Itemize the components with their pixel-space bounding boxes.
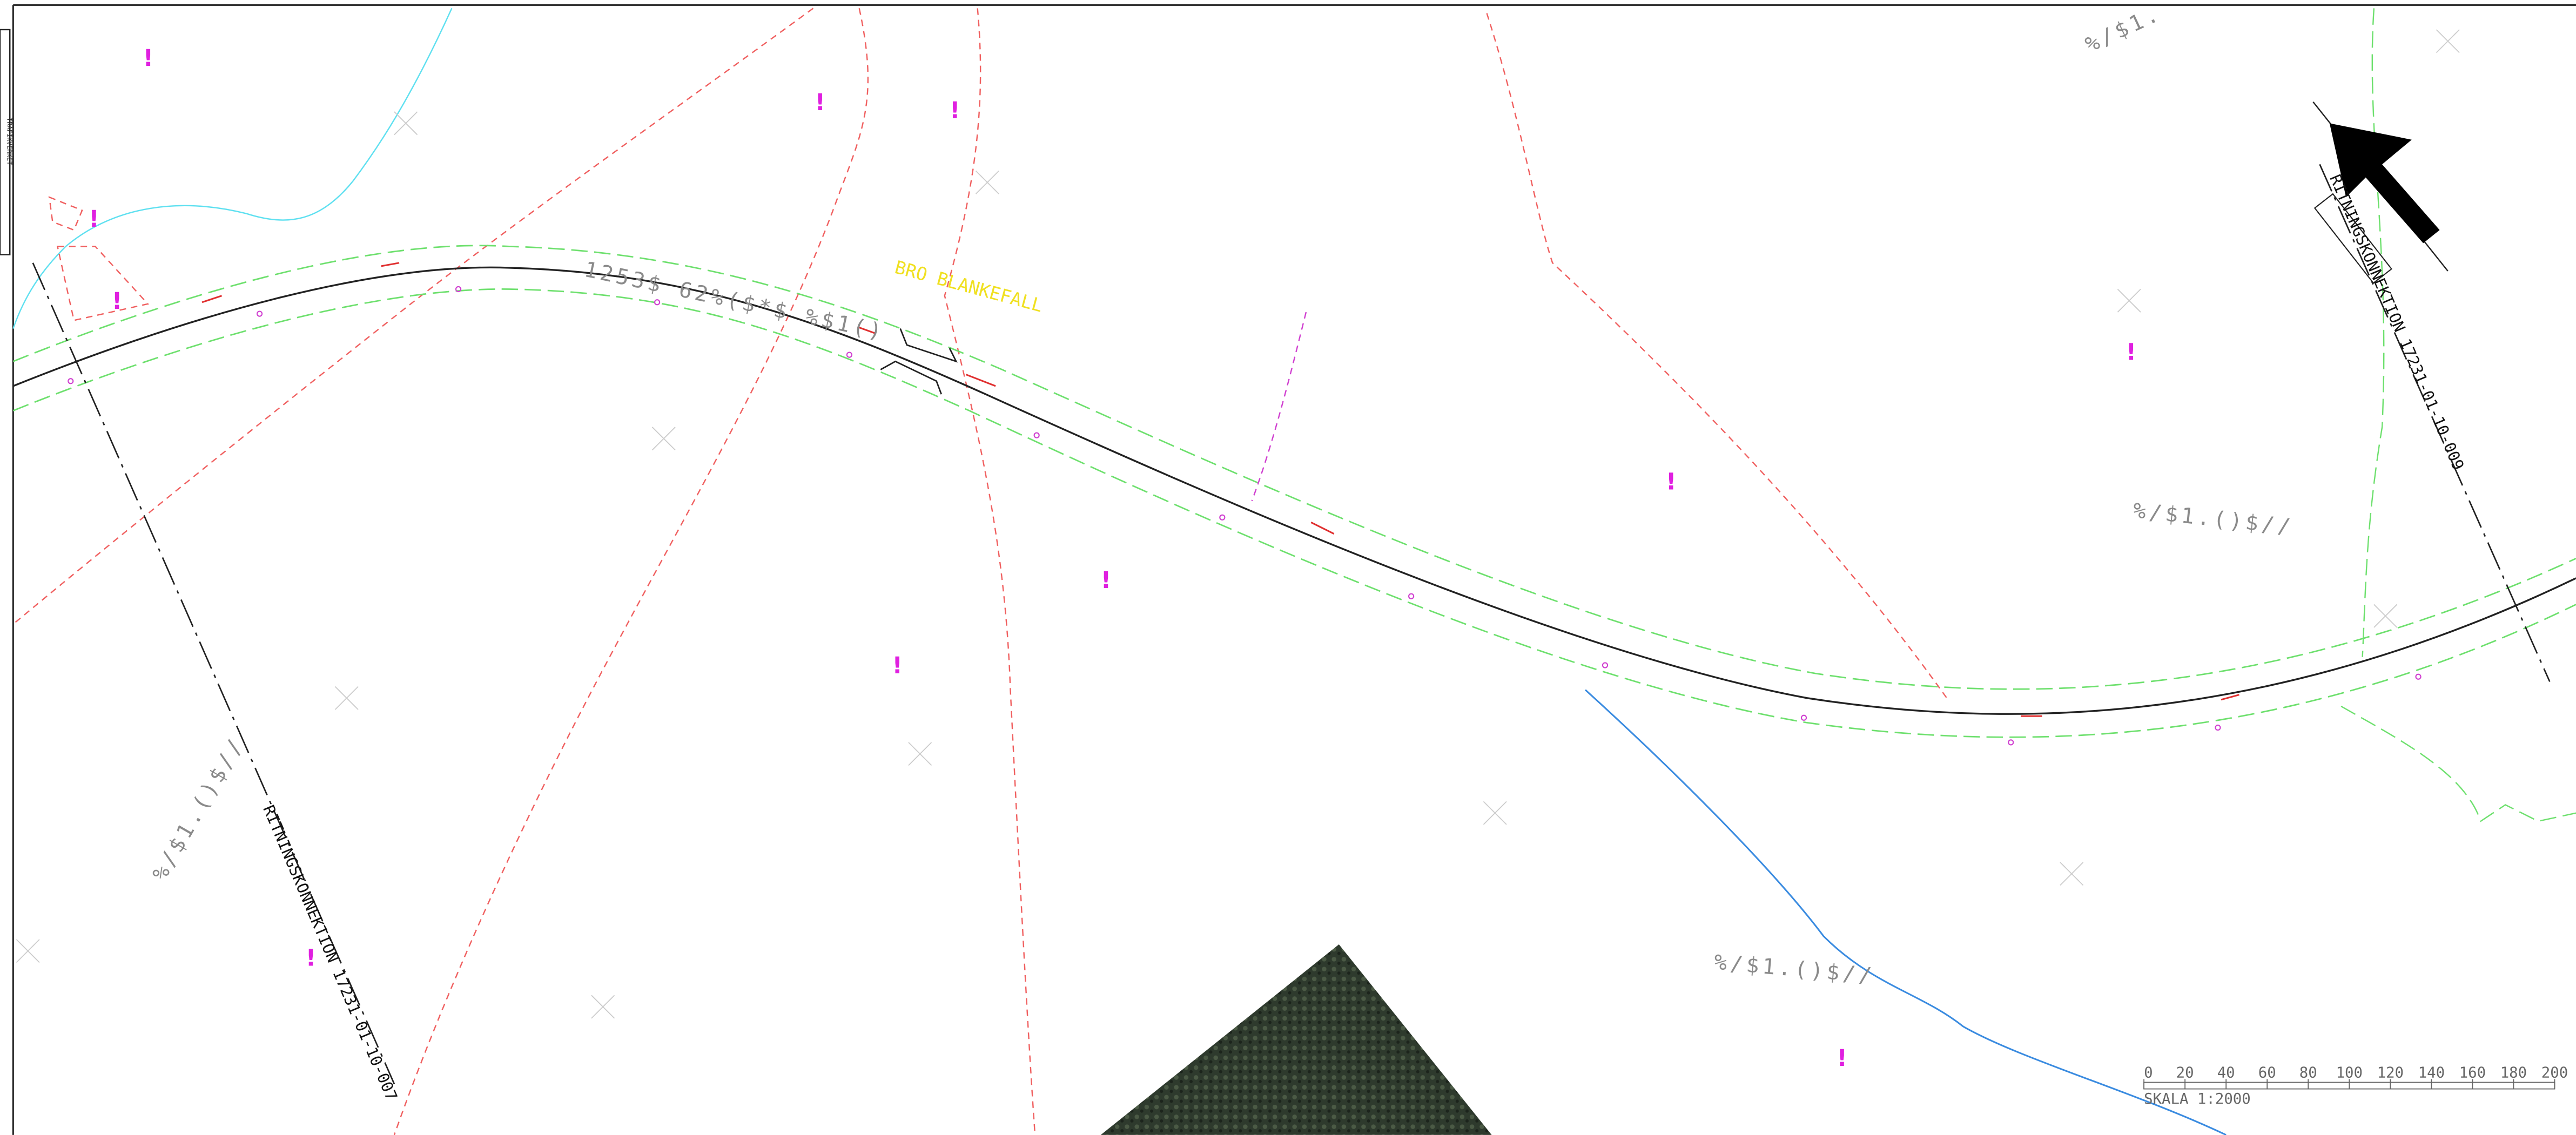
signs <box>201 262 2239 717</box>
stream <box>1584 689 2227 1135</box>
sheet-box <box>0 29 11 255</box>
scale-tick-label: 140 <box>2418 1064 2445 1081</box>
scale-tick-label: 0 <box>2144 1064 2153 1081</box>
scale-tick-label: 60 <box>2258 1064 2276 1081</box>
warning-marker: ! <box>1101 567 1111 594</box>
warning-marker: ! <box>892 652 903 679</box>
grid-crosses <box>16 29 2460 1019</box>
property-lines <box>12 8 1948 1135</box>
warning-marker: ! <box>89 206 99 233</box>
scale-tick-label: 20 <box>2176 1064 2194 1081</box>
warning-marker: ! <box>143 45 153 72</box>
scale-tick-label: 80 <box>2299 1064 2317 1081</box>
culvert <box>1251 312 1307 502</box>
warning-marker: ! <box>1666 469 1676 496</box>
match-label: RITNINGSKONNEKTION 17231-01-10-009 <box>2326 172 2467 472</box>
scale-tick-label: 120 <box>2377 1064 2404 1081</box>
area-label: %/$1. <box>2082 1 2165 58</box>
warning-marker: ! <box>2126 339 2136 366</box>
scale-tick-label: 100 <box>2336 1064 2363 1081</box>
area-label: %/$1.()$// <box>2132 498 2295 539</box>
scale-tick-label: 160 <box>2459 1064 2486 1081</box>
match-line <box>32 262 395 1085</box>
area-label: %/$1.()$// <box>1713 950 1876 989</box>
warning-marker: ! <box>950 97 960 124</box>
warning-marker: ! <box>112 288 122 315</box>
bridge <box>880 328 958 395</box>
survey-points <box>68 286 2422 746</box>
bridge-label: BRO BLANKEFALL <box>892 256 1045 316</box>
scale-tick-label: 200 <box>2541 1064 2568 1081</box>
area-label: %/$1.()$// <box>147 733 250 885</box>
scale-bar: SKALA 1:2000 0 20 40 60 80 100 120 140 160 180 200 <box>2143 1064 2568 1107</box>
road-label: 1253$ 62%($*$ %$1() <box>582 257 887 345</box>
road-centerline <box>12 266 2576 715</box>
match-line <box>2319 164 2551 682</box>
north-box <box>2313 193 2392 284</box>
stream <box>12 8 453 329</box>
sheet-label: TRAFIKVERKET <box>6 118 14 166</box>
warning-marker: ! <box>815 89 825 116</box>
match-label: RITNINGSKONNEKTION 17231-01-10-007 <box>259 802 401 1103</box>
road-edge <box>12 288 2576 738</box>
warning-marker: ! <box>306 945 316 972</box>
scale-label: SKALA 1:2000 <box>2144 1091 2251 1107</box>
road-edge <box>12 245 2576 690</box>
aerial-photo <box>1100 944 1492 1135</box>
vegetation-line <box>2340 8 2576 822</box>
scale-tick-label: 40 <box>2217 1064 2235 1081</box>
scale-tick-label: 180 <box>2500 1064 2527 1081</box>
north-arrow <box>2329 123 2440 244</box>
warning-marker: ! <box>1837 1045 1847 1072</box>
